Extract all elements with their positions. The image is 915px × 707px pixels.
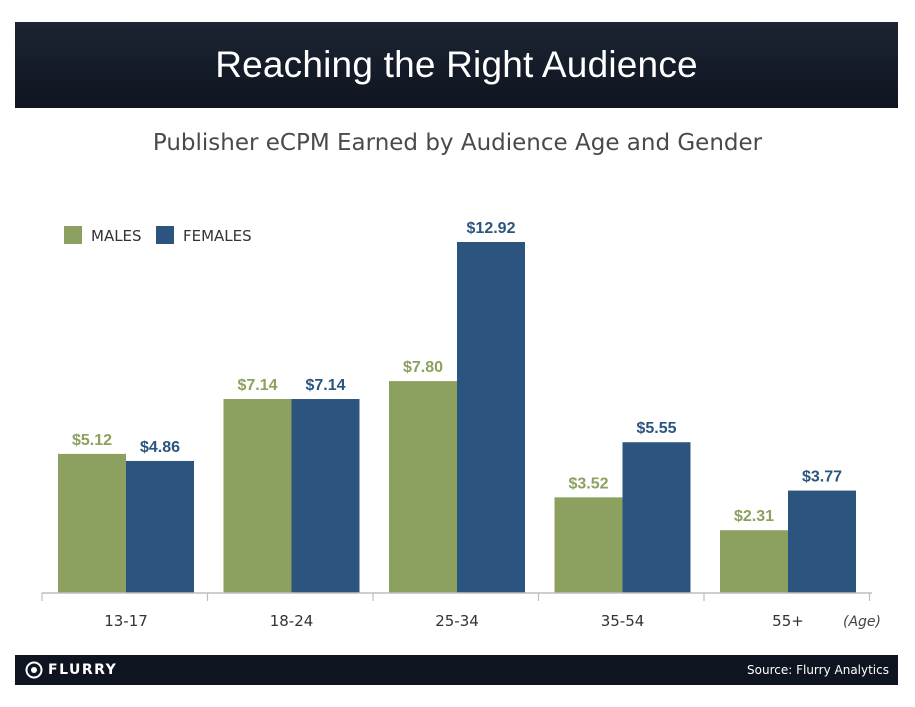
x-tick-label-35-54: 35-54 xyxy=(601,612,645,630)
data-label-males-35-54: $3.52 xyxy=(568,475,608,492)
page-title: Reaching the Right Audience xyxy=(215,44,698,85)
bar-males-35-54 xyxy=(554,497,623,593)
flurry-logo-icon xyxy=(25,661,43,679)
data-label-females-18-24: $7.14 xyxy=(305,377,345,394)
data-label-males-55+: $2.31 xyxy=(734,508,774,525)
bar-males-25-34 xyxy=(389,381,457,593)
bar-females-18-24 xyxy=(291,399,360,593)
data-label-males-13-17: $5.12 xyxy=(72,432,112,449)
source-text: Source: Flurry Analytics xyxy=(747,663,889,677)
header-banner: Reaching the Right Audience xyxy=(15,22,898,108)
data-label-females-35-54: $5.55 xyxy=(636,420,676,437)
bar-chart: MALES FEMALES $5.12 $4.86 13-17 $7.14 $7.14 18-… xyxy=(41,220,881,630)
data-label-females-55+: $3.77 xyxy=(802,469,842,486)
bar-males-13-17 xyxy=(58,453,126,593)
legend-swatch-males xyxy=(64,226,82,244)
footer-bar: FLURRY Source: Flurry Analytics xyxy=(15,655,898,685)
logo-text: FLURRY xyxy=(48,662,118,678)
x-tick-label-13-17: 13-17 xyxy=(104,612,148,630)
legend-swatch-females xyxy=(156,226,174,244)
chart-title: Publisher eCPM Earned by Audience Age an… xyxy=(152,130,763,156)
data-label-males-18-24: $7.14 xyxy=(237,377,277,394)
bar-males-18-24 xyxy=(223,399,292,593)
data-label-females-25-34: $12.92 xyxy=(467,220,516,237)
data-label-males-25-34: $7.80 xyxy=(403,359,443,376)
bar-females-35-54 xyxy=(622,442,691,593)
x-tick-label-55+: 55+ xyxy=(772,612,804,630)
x-tick-label-25-34: 25-34 xyxy=(435,612,479,630)
bar-females-55+ xyxy=(788,490,856,593)
bar-females-25-34 xyxy=(457,242,525,593)
legend-label-females: FEMALES xyxy=(183,227,252,245)
bar-males-55+ xyxy=(720,530,788,593)
data-label-females-13-17: $4.86 xyxy=(140,439,180,456)
x-axis-title: (Age) xyxy=(843,614,881,630)
legend-label-males: MALES xyxy=(91,227,142,245)
flurry-logo: FLURRY xyxy=(25,661,117,679)
bar-females-13-17 xyxy=(126,460,194,593)
x-tick-label-18-24: 18-24 xyxy=(270,612,314,630)
